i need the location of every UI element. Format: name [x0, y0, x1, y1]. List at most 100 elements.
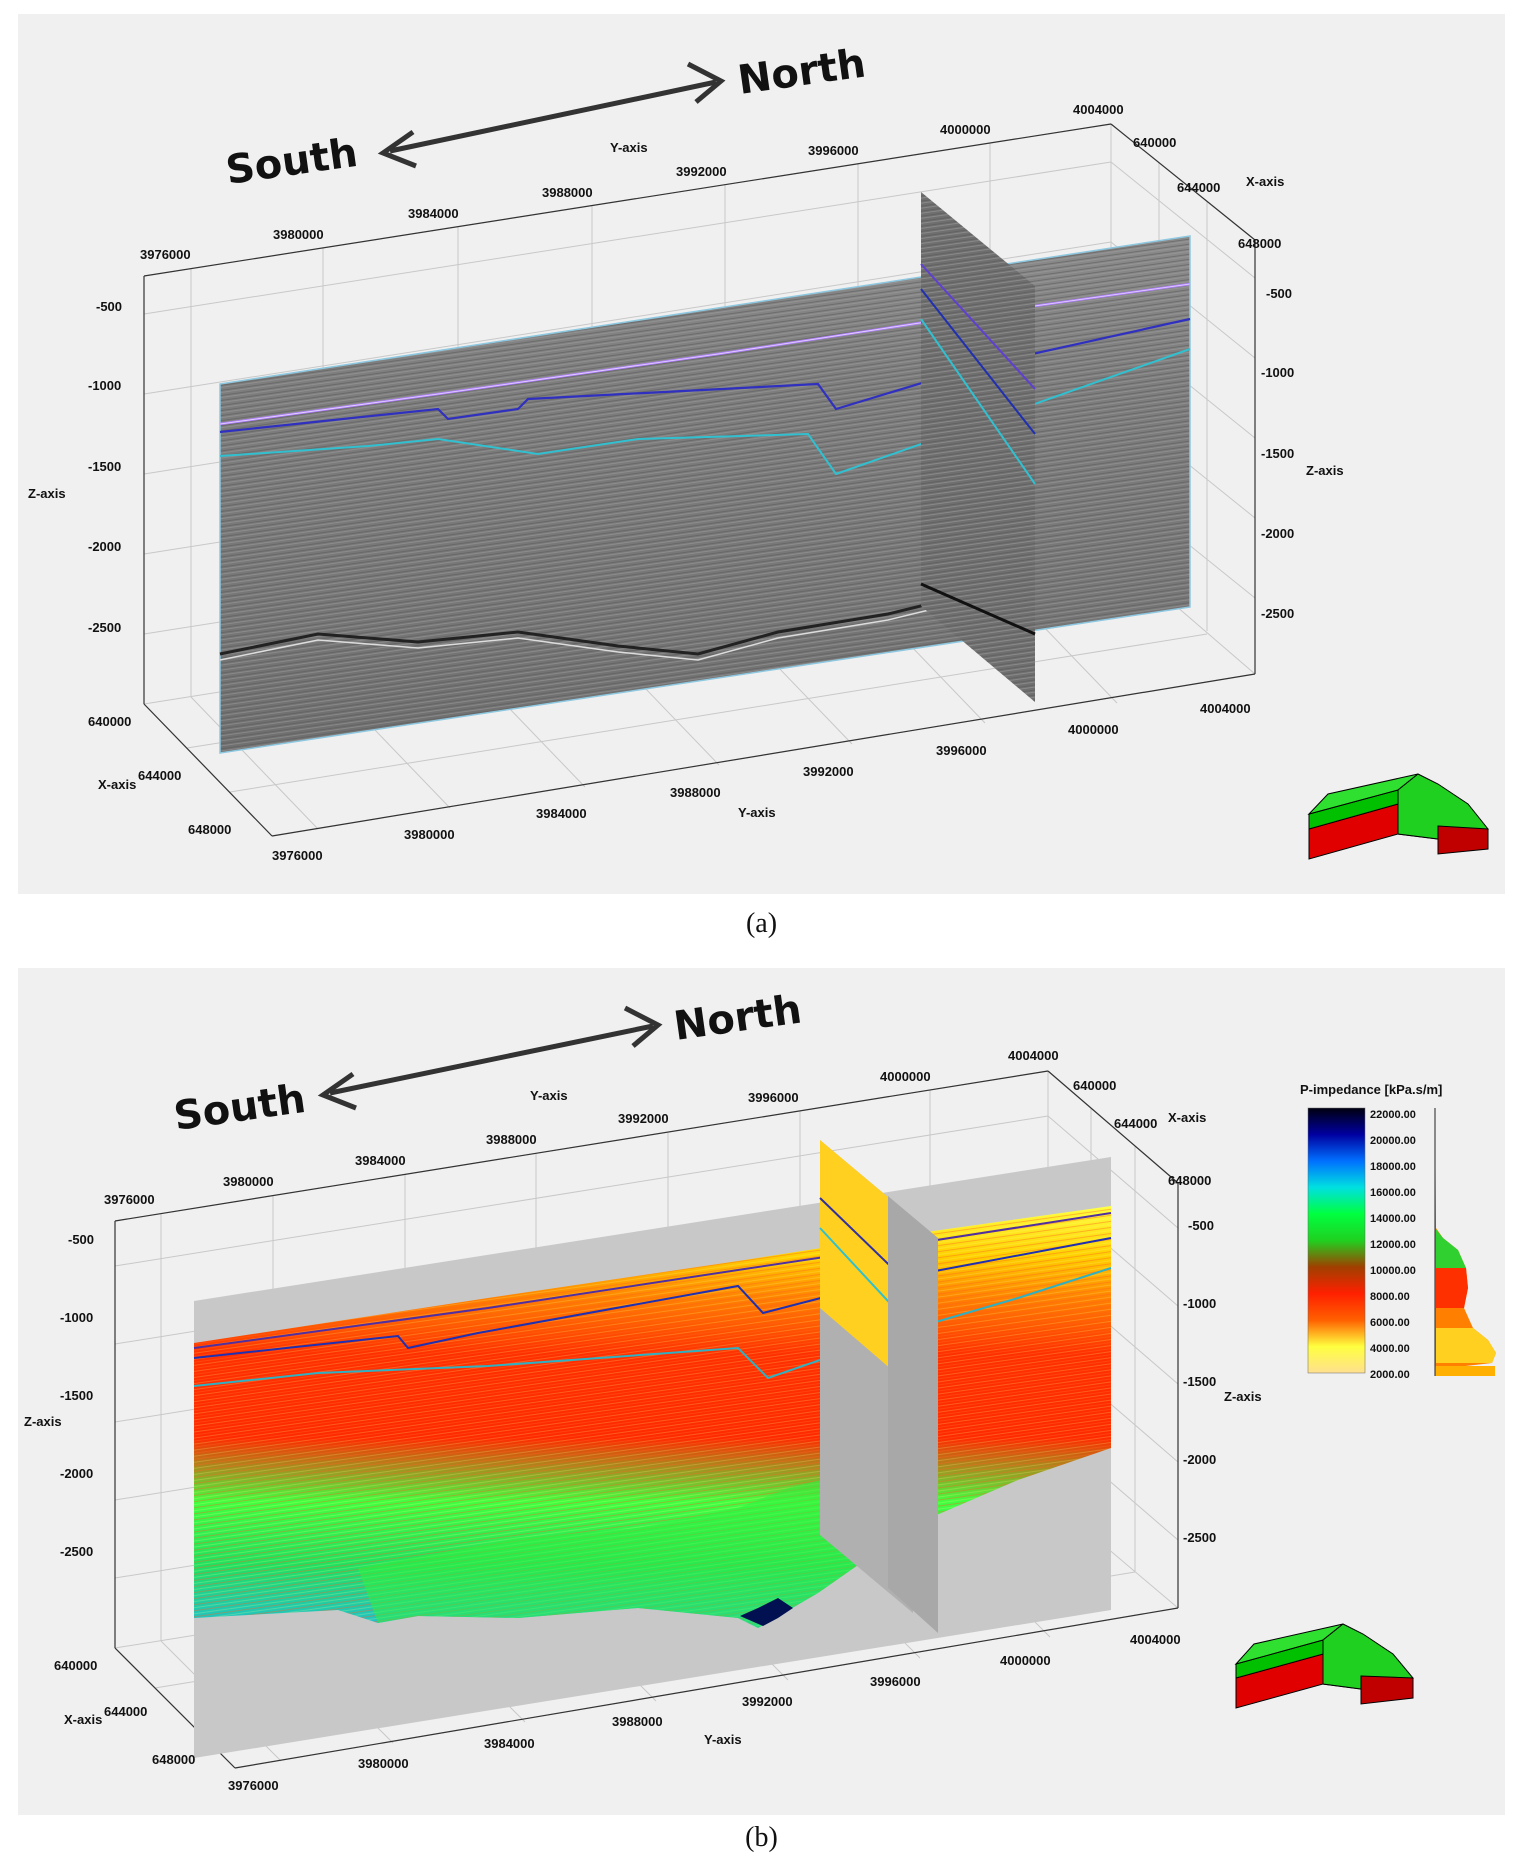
colorbar-tick: 12000.00: [1370, 1239, 1416, 1251]
seismic-section-crossline: [920, 192, 1036, 702]
seismic-section-inline: [219, 235, 1191, 754]
tick-label: 4000000: [1000, 1653, 1051, 1668]
tick-label: 4004000: [1130, 1632, 1181, 1647]
y-axis-title-top: Y-axis: [530, 1088, 568, 1103]
tick-label: 3976000: [228, 1778, 279, 1793]
tick-label: -2000: [60, 1466, 93, 1481]
top-y-axis-ticks: 3976000 3980000 3984000 3988000 3992000 …: [140, 102, 1124, 262]
bottom-y-axis-ticks: 3976000 3980000 3984000 3988000 3992000 …: [228, 1632, 1181, 1793]
tick-label: -1000: [1261, 365, 1294, 380]
colorbar: P-impedance [kPa.s/m] 22000.00 20000.00 …: [1300, 1082, 1496, 1381]
orientation-arrow-icon[interactable]: [1307, 773, 1489, 860]
tick-label: 3984000: [484, 1736, 535, 1751]
x-axis-title-right: X-axis: [1246, 174, 1284, 189]
north-label: North: [671, 986, 804, 1049]
tick-label: 4000000: [940, 122, 991, 137]
tick-label: 3976000: [104, 1192, 155, 1207]
tick-label: 4004000: [1008, 1048, 1059, 1063]
colorbar-tick: 14000.00: [1370, 1213, 1416, 1225]
tick-label: 648000: [1168, 1173, 1211, 1188]
tick-label: -1500: [1261, 446, 1294, 461]
tick-label: 3984000: [536, 806, 587, 821]
right-z-axis-ticks: -500 -1000 -1500 -2000 -2500 Z-axis: [1183, 1218, 1262, 1545]
tick-label: 3976000: [140, 247, 191, 262]
tick-label: -2500: [1261, 606, 1294, 621]
colorbar-tick: 6000.00: [1370, 1317, 1410, 1329]
tick-label: -1000: [1183, 1296, 1216, 1311]
left-x-axis-ticks: 640000 644000 648000 X-axis: [54, 1658, 195, 1767]
tick-label: -2000: [1183, 1452, 1216, 1467]
colorbar-tick: 2000.00: [1370, 1369, 1410, 1381]
tick-label: 640000: [1073, 1078, 1116, 1093]
colorbar-tick: 16000.00: [1370, 1187, 1416, 1199]
direction-indicator: South North: [171, 986, 804, 1139]
tick-label: 3988000: [670, 785, 721, 800]
bottom-y-axis-ticks: 3976000 3980000 3984000 3988000 3992000 …: [272, 701, 1251, 863]
tick-label: 3996000: [748, 1090, 799, 1105]
panel-a: South North 3976000 3980000 3984000 3988…: [18, 14, 1505, 894]
tick-label: 648000: [1238, 236, 1281, 251]
tick-label: 644000: [138, 768, 181, 783]
tick-label: 3988000: [542, 185, 593, 200]
z-axis-title-right: Z-axis: [1224, 1389, 1262, 1404]
tick-label: -500: [68, 1232, 94, 1247]
caption-a: (a): [745, 908, 778, 939]
x-axis-title-left: X-axis: [98, 777, 136, 792]
caption-b: (b): [745, 1822, 778, 1853]
tick-label: -2500: [1183, 1530, 1216, 1545]
tick-label: 3980000: [223, 1174, 274, 1189]
z-axis-title-right: Z-axis: [1306, 463, 1344, 478]
left-z-axis-ticks: -500 -1000 -1500 -2000 -2500 Z-axis: [24, 1232, 94, 1559]
tick-label: 644000: [104, 1704, 147, 1719]
x-axis-title-right: X-axis: [1168, 1110, 1206, 1125]
tick-label: 3992000: [618, 1111, 669, 1126]
colorbar-tick: 10000.00: [1370, 1265, 1416, 1277]
p-impedance-crossline: [819, 1140, 938, 1633]
y-axis-title-top: Y-axis: [610, 140, 648, 155]
tick-label: 3996000: [870, 1674, 921, 1689]
z-axis-title-left: Z-axis: [24, 1414, 62, 1429]
z-axis-title-left: Z-axis: [28, 486, 66, 501]
colorbar-tick: 20000.00: [1370, 1135, 1416, 1147]
tick-label: 3980000: [404, 827, 455, 842]
tick-label: 4004000: [1200, 701, 1251, 716]
tick-label: 3980000: [273, 227, 324, 242]
tick-label: 3988000: [486, 1132, 537, 1147]
panel-a-scene: South North 3976000 3980000 3984000 3988…: [28, 40, 1489, 863]
left-x-axis-ticks: 640000 644000 648000 X-axis: [88, 714, 231, 837]
tick-label: 644000: [1114, 1116, 1157, 1131]
tick-label: 4004000: [1073, 102, 1124, 117]
y-axis-title-bottom: Y-axis: [738, 805, 776, 820]
right-x-axis-ticks: 640000 644000 648000 X-axis: [1073, 1078, 1211, 1188]
tick-label: -500: [1188, 1218, 1214, 1233]
tick-label: 3992000: [742, 1694, 793, 1709]
orientation-arrow-icon[interactable]: [1234, 1623, 1414, 1709]
axis-frame: [143, 123, 1256, 837]
tick-label: 3996000: [936, 743, 987, 758]
tick-label: -500: [1266, 286, 1292, 301]
tick-label: -2000: [1261, 526, 1294, 541]
tick-label: 3992000: [676, 164, 727, 179]
north-label: North: [735, 40, 868, 103]
tick-label: 3992000: [803, 764, 854, 779]
tick-label: 3984000: [355, 1153, 406, 1168]
y-axis-title-bottom: Y-axis: [704, 1732, 742, 1747]
tick-label: 3988000: [612, 1714, 663, 1729]
tick-label: 3976000: [272, 848, 323, 863]
colorbar-tick: 4000.00: [1370, 1343, 1410, 1355]
tick-label: 3996000: [808, 143, 859, 158]
south-label: South: [171, 1076, 308, 1140]
top-y-axis-ticks: 3976000 3980000 3984000 3988000 3992000 …: [104, 1048, 1059, 1207]
tick-label: 4000000: [880, 1069, 931, 1084]
tick-label: -2000: [88, 539, 121, 554]
tick-label: 648000: [152, 1752, 195, 1767]
tick-label: 648000: [188, 822, 231, 837]
colorbar-tick: 18000.00: [1370, 1161, 1416, 1173]
colorbar-title: P-impedance [kPa.s/m]: [1300, 1082, 1442, 1097]
right-x-axis-ticks: 640000 644000 648000 X-axis: [1133, 135, 1284, 251]
tick-label: -1000: [88, 378, 121, 393]
direction-indicator: South North: [223, 40, 868, 193]
right-z-axis-ticks: -500 -1000 -1500 -2000 -2500 Z-axis: [1261, 286, 1344, 621]
tick-label: -1500: [88, 459, 121, 474]
colorbar-gradient: [1307, 1107, 1366, 1374]
